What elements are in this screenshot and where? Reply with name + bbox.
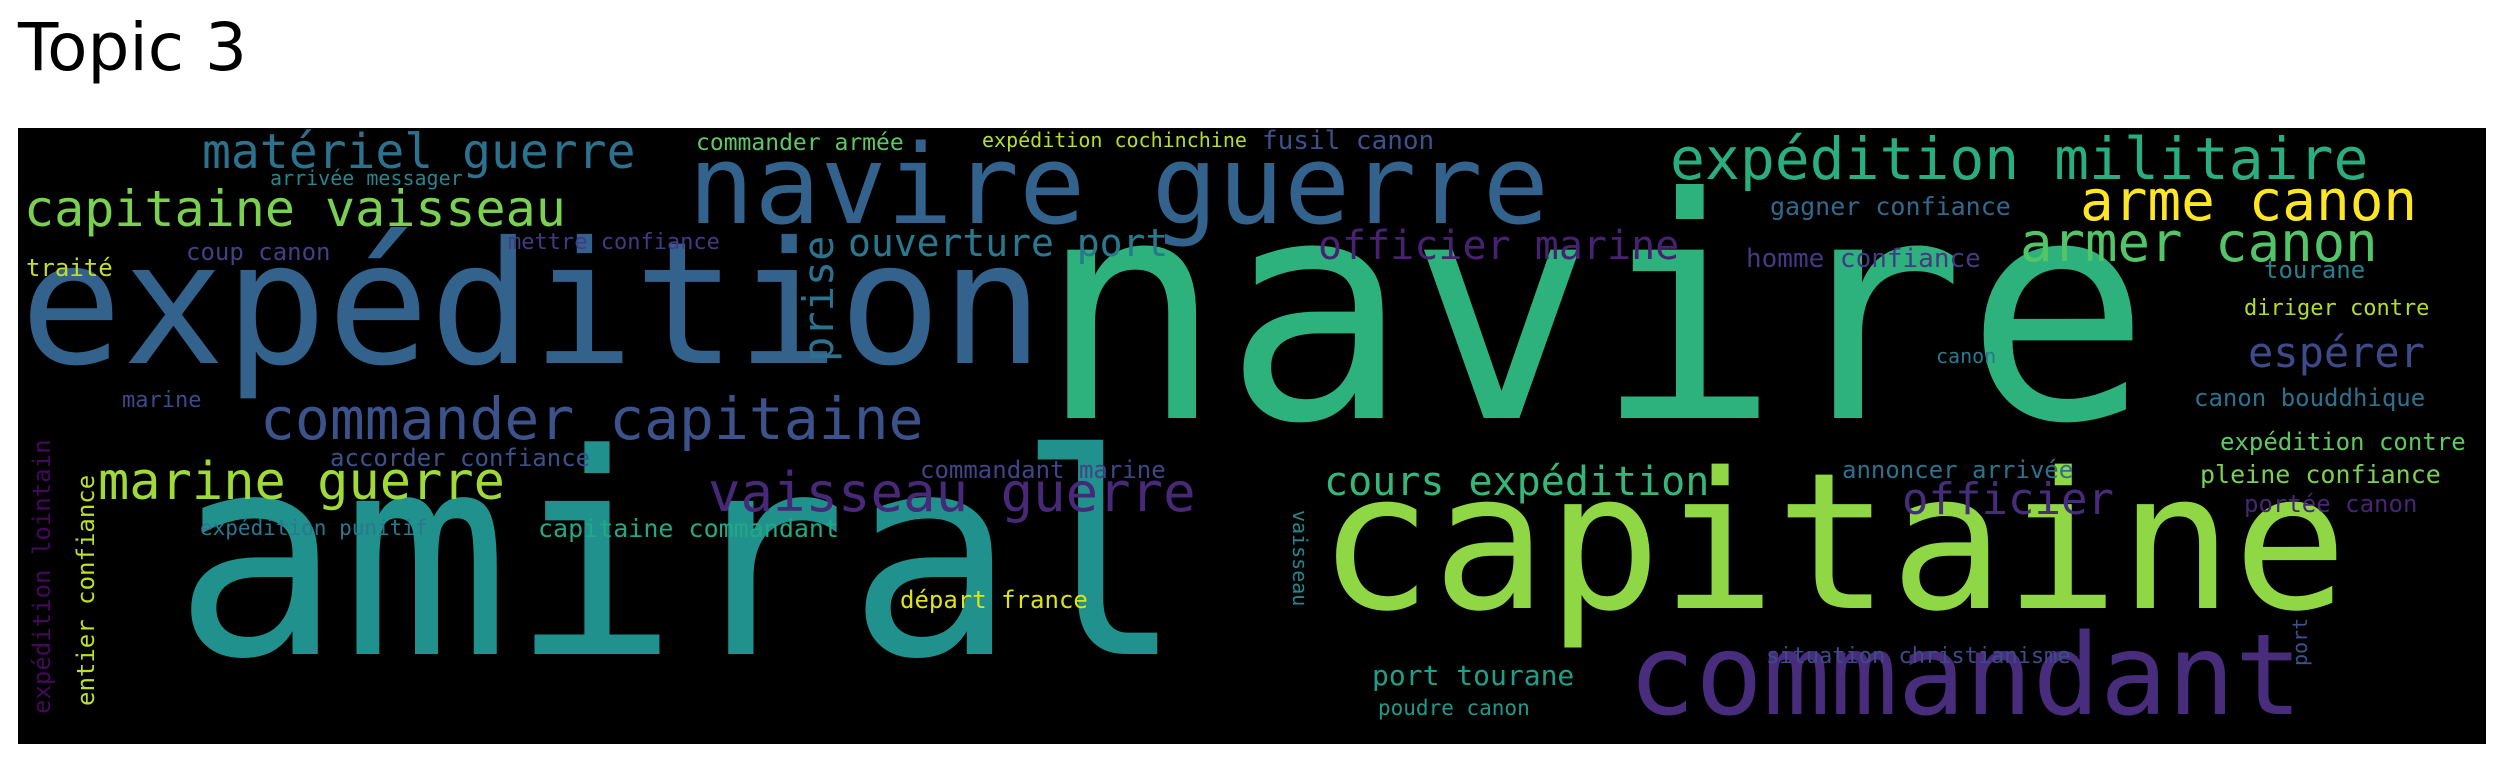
word-diriger-contre: diriger contre	[2244, 296, 2430, 321]
word-gagner-confiance: gagner confiance	[1770, 192, 2011, 221]
word-depart-france: départ france	[900, 586, 1088, 614]
word-marine: marine	[122, 388, 202, 413]
page-title: Topic 3	[18, 9, 247, 86]
word-armer-canon: armer canon	[2020, 211, 2378, 274]
word-coup-canon: coup canon	[186, 238, 331, 266]
word-officier-marine: officier marine	[1318, 223, 1680, 269]
word-vaisseau-guerre: vaisseau guerre	[708, 461, 1196, 524]
word-navire: navire	[1038, 132, 2151, 491]
word-vaisseau: vaisseau	[1288, 510, 1312, 607]
word-capitaine-commandant: capitaine commandant	[538, 514, 840, 543]
word-accorder-confiance: accorder confiance	[330, 444, 591, 472]
word-marine-guerre: marine guerre	[98, 452, 505, 512]
word-traite: traité	[26, 254, 113, 282]
word-fusil-canon: fusil canon	[1262, 128, 1435, 156]
word-navire-guerre: navire guerre	[688, 128, 1549, 249]
word-tourane: tourane	[2264, 256, 2366, 284]
word-commander-capitaine: commander capitaine	[260, 385, 924, 453]
word-expedition-punitif: expédition punitif	[200, 516, 428, 540]
word-poudre-canon: poudre canon	[1378, 696, 1530, 720]
word-canon: canon	[1936, 344, 1997, 368]
word-arrivee-messager: arrivée messager	[270, 166, 463, 190]
word-expedition-militaire: expédition militaire	[1670, 128, 2369, 193]
word-cours-expedition: cours expédition	[1324, 459, 1710, 505]
word-capitaine: capitaine	[1318, 432, 2348, 653]
word-prise: prise	[794, 235, 843, 362]
word-expedition-contre: expédition contre	[2220, 428, 2466, 456]
word-arme-canon: arme canon	[2080, 169, 2418, 234]
word-pleine-confiance: pleine confiance	[2200, 460, 2441, 489]
word-expedition: expédition	[20, 206, 1044, 404]
word-officier: officier	[1902, 474, 2114, 525]
word-commander-armee: commander armée	[696, 130, 904, 156]
word-port: port	[2288, 617, 2312, 666]
word-commandant: commandant	[1628, 611, 2303, 741]
word-amiral: amiral	[173, 395, 1185, 721]
word-mettre-confiance: mettre confiance	[508, 230, 720, 255]
word-situation-christianisme: situation christianisme	[1766, 644, 2071, 669]
word-annoncer-arrivee: annoncer arrivée	[1842, 456, 2074, 484]
word-port-tourane: port tourane	[1372, 659, 1575, 692]
word-canon-bouddhique: canon bouddhique	[2194, 384, 2426, 412]
word-portee-canon: portée canon	[2244, 490, 2418, 518]
word-expedition-lointain: expédition lointain	[28, 439, 56, 714]
word-materiel-guerre: matériel guerre	[202, 128, 636, 180]
word-capitaine-vaisseau: capitaine vaisseau	[24, 180, 566, 238]
word-esperer: espérer	[2248, 328, 2426, 377]
word-homme-confiance: homme confiance	[1746, 244, 1981, 274]
word-cloud: navire amiral capitaine expédition navir…	[18, 128, 2486, 744]
word-ouverture-port: ouverture port	[848, 221, 1169, 265]
word-entier-confiance: entier confiance	[72, 474, 100, 706]
word-expedition-cochinchine: expédition cochinchine	[982, 128, 1247, 152]
word-commandant-marine: commandant marine	[920, 456, 1166, 484]
